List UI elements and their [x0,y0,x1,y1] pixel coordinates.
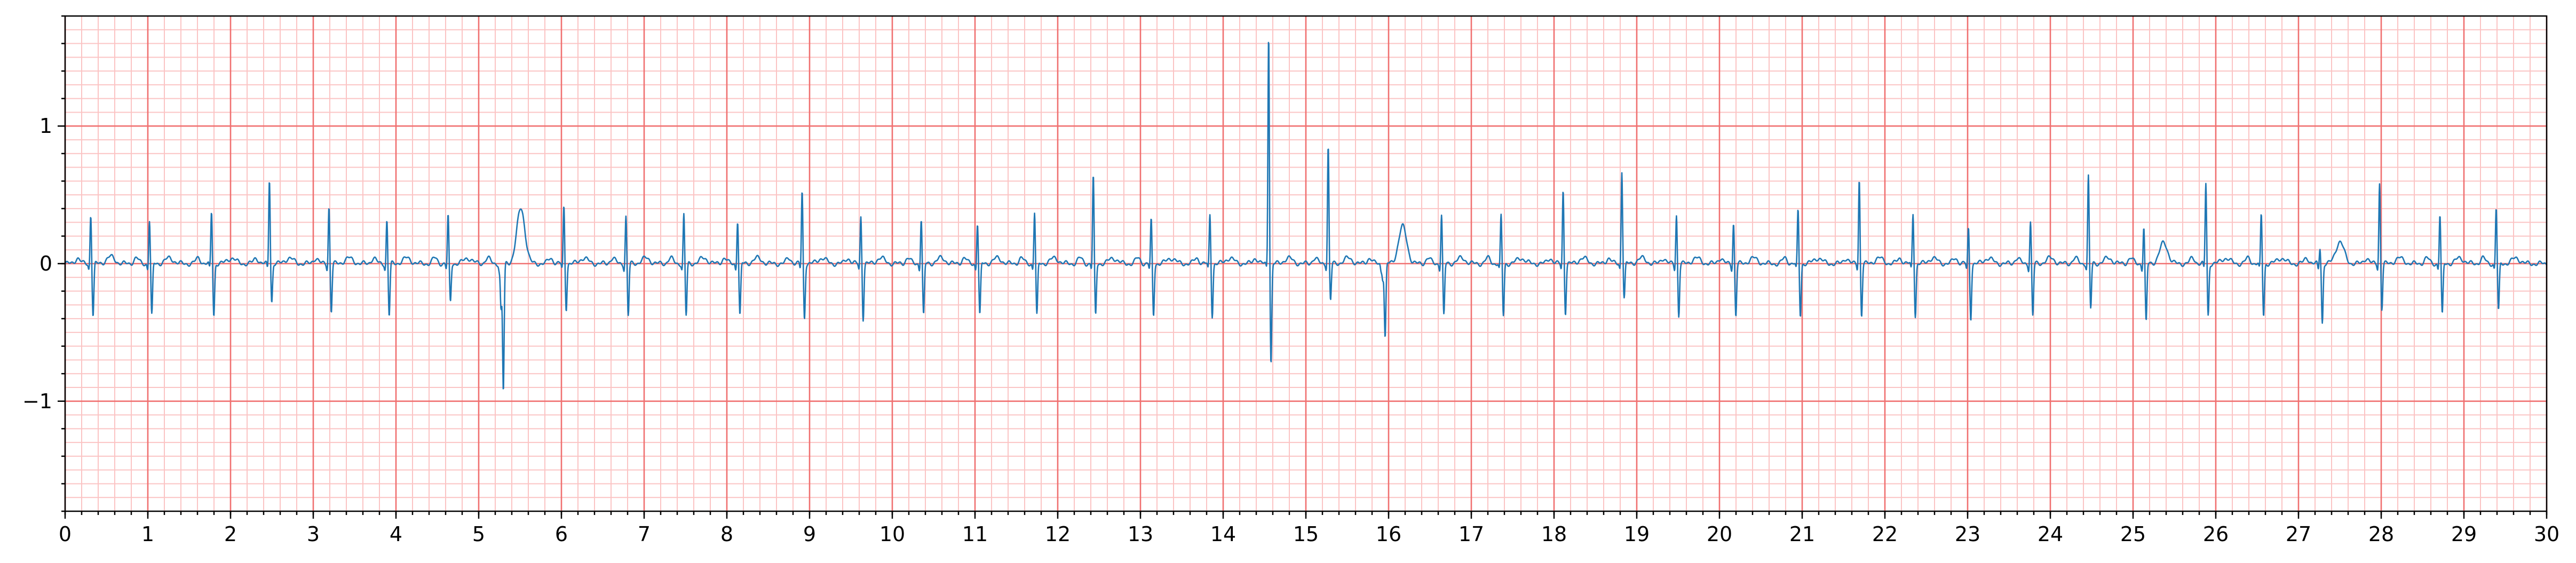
x-tick-label: 29 [2451,522,2477,546]
x-axis: 0 1 2 3 4 5 6 7 8 9 10 11 12 13 14 15 16 17 18 19 20 21 22 23 24… [59,511,2559,546]
x-tick-label: 22 [1872,522,1898,546]
x-tick-label: 25 [2120,522,2146,546]
x-tick-label: 13 [1128,522,1153,546]
ecg-trace-line [65,42,2547,390]
x-tick-label: 15 [1293,522,1319,546]
series-layer [65,42,2547,390]
x-tick-label: 27 [2286,522,2311,546]
x-tick-label: 30 [2534,522,2559,546]
x-tick-label: 17 [1459,522,1484,546]
x-tick-label: 19 [1624,522,1650,546]
y-tick-label: −1 [22,390,52,413]
x-tick-label: 21 [1789,522,1815,546]
x-tick-label: 7 [638,522,651,546]
x-tick-label: 2 [224,522,237,546]
x-tick-label: 24 [2038,522,2063,546]
x-tick-label: 20 [1707,522,1732,546]
x-tick-label: 4 [390,522,402,546]
x-tick-label: 10 [879,522,905,546]
x-tick-label: 0 [59,522,72,546]
x-tick-label: 11 [962,522,988,546]
x-tick-label: 28 [2368,522,2394,546]
x-tick-label: 26 [2203,522,2229,546]
x-tick-label: 5 [472,522,485,546]
x-tick-label: 9 [803,522,816,546]
x-tick-label: 14 [1210,522,1236,546]
x-tick-label: 12 [1045,522,1071,546]
x-tick-label: 18 [1541,522,1567,546]
x-tick-label: 23 [1955,522,1980,546]
x-tick-label: 8 [720,522,733,546]
y-tick-label: 0 [39,252,52,275]
x-tick-label: 6 [555,522,568,546]
y-axis: 1 0 −1 [22,15,65,512]
x-tick-label: 1 [141,522,154,546]
x-tick-label: 16 [1376,522,1401,546]
y-tick-label: 1 [39,114,52,138]
x-tick-label: 3 [307,522,320,546]
